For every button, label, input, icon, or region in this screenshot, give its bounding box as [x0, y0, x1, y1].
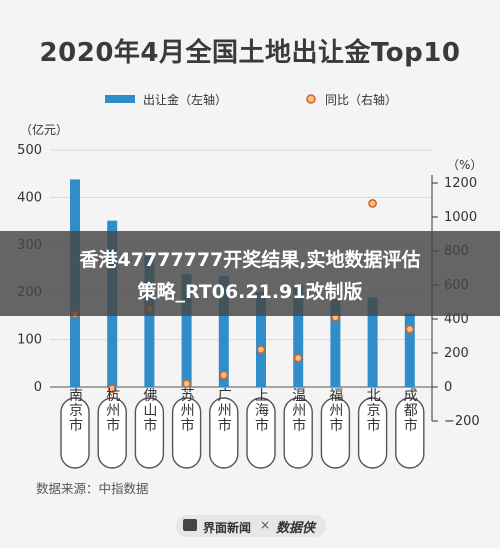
category-pill — [395, 397, 425, 469]
category-pill — [357, 397, 388, 469]
bar — [144, 252, 155, 387]
bar — [218, 276, 229, 387]
category-label: 上海市 — [253, 388, 269, 433]
category-label: 杭州市 — [104, 388, 120, 433]
right-tick-label: 1000 — [444, 210, 477, 225]
footer-left-brand: 界面新闻 — [203, 521, 252, 535]
category-label: 苏州市 — [179, 388, 195, 433]
bar — [330, 298, 341, 387]
yoy-dot — [293, 353, 303, 363]
bar — [256, 292, 266, 387]
footer-right-brand: 数据侠 — [276, 521, 316, 536]
right-tick-label: 0 — [444, 380, 452, 395]
category-label: 福州市 — [327, 388, 343, 433]
legend-dot-swatch — [306, 94, 316, 104]
left-tick-label: 400 — [17, 190, 42, 205]
overlay-line-2: 策略_RT06.21.91改制版 — [137, 281, 363, 303]
category-pill — [60, 397, 90, 469]
left-axis-unit: （亿元） — [20, 122, 68, 137]
category-pill — [134, 397, 165, 469]
left-tick-label: 100 — [17, 333, 42, 348]
overlay-line-1: 香港47777777开奖结果,实地数据评估 — [79, 249, 421, 271]
category-pill — [283, 397, 313, 469]
yoy-dot — [182, 379, 191, 388]
right-axis-unit: （%） — [447, 158, 482, 172]
footer-badge — [176, 515, 326, 537]
category-label: 北京市 — [365, 388, 381, 433]
yoy-dot — [107, 384, 117, 394]
overlay-banner: 香港47777777开奖结果,实地数据评估 策略_RT06.21.91改制版 — [0, 231, 500, 316]
yoy-dot — [405, 324, 415, 334]
category-label: 南京市 — [67, 388, 83, 433]
bar — [181, 274, 192, 387]
legend-bar-swatch — [105, 95, 135, 103]
category-label: 广州市 — [216, 388, 232, 433]
left-tick-label: 500 — [17, 143, 42, 158]
category-pill — [97, 397, 127, 469]
right-tick-label: 200 — [444, 346, 469, 361]
legend-bar-label: 出让金（左轴） — [143, 92, 227, 107]
source-note: 数据来源：中指数据 — [36, 481, 149, 496]
category-pill — [320, 397, 351, 469]
category-pill — [246, 397, 276, 469]
yoy-dot — [256, 345, 266, 354]
right-tick-label: −200 — [444, 414, 480, 429]
legend-dot-label: 同比（右轴） — [325, 92, 397, 107]
yoy-dot — [368, 198, 377, 208]
jiemian-logo-icon — [183, 519, 197, 531]
chart-title: 2020年4月全国土地出让金Top10 — [39, 38, 461, 68]
category-label: 温州市 — [290, 388, 306, 433]
category-pill — [171, 397, 202, 469]
bar — [404, 313, 415, 387]
left-tick-label: 0 — [34, 380, 42, 395]
yoy-dot — [219, 370, 229, 380]
bar — [367, 297, 378, 387]
right-tick-label: 1200 — [444, 176, 477, 191]
category-label: 佛山市 — [141, 388, 157, 433]
bar — [293, 285, 304, 387]
footer-separator: × — [260, 518, 271, 532]
category-pill — [209, 397, 239, 469]
category-label: 成都市 — [402, 388, 418, 433]
